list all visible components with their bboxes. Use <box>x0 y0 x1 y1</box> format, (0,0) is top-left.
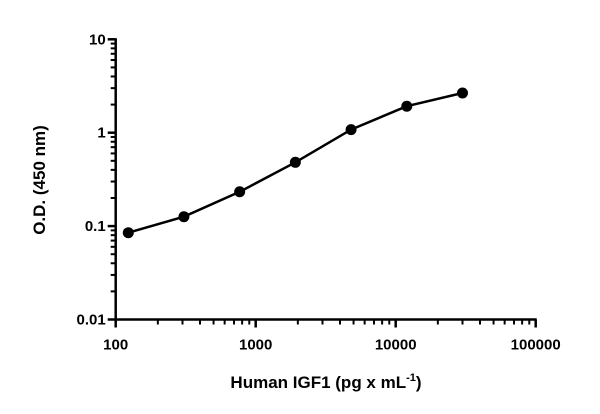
x-axis-title-superscript: -1 <box>406 372 416 384</box>
data-point <box>178 211 190 223</box>
tick-labels: 100 1000 10000 100000 0.01 0.1 1 10 <box>76 31 560 353</box>
y-tick-label: 0.1 <box>85 218 106 235</box>
data-point <box>289 156 301 168</box>
x-axis-title-suffix: ) <box>416 373 422 392</box>
series <box>122 87 468 239</box>
data-point <box>234 186 246 198</box>
data-point <box>456 87 468 99</box>
data-point <box>122 227 134 239</box>
y-axis-title: O.D. (450 nm) <box>30 125 49 235</box>
x-axis-title-main: Human IGF1 (pg x mL <box>230 373 406 392</box>
axes <box>107 38 537 328</box>
data-point <box>401 100 413 112</box>
x-axis-title: Human IGF1 (pg x mL-1) <box>230 372 421 392</box>
y-tick-label: 1 <box>97 125 105 142</box>
x-tick-label: 100000 <box>511 337 561 354</box>
data-point <box>345 124 357 136</box>
x-tick-label: 100 <box>103 337 128 354</box>
y-tick-label: 0.01 <box>76 312 105 329</box>
x-tick-label: 10000 <box>375 337 417 354</box>
y-tick-label: 10 <box>89 31 106 48</box>
x-tick-label: 1000 <box>239 337 272 354</box>
